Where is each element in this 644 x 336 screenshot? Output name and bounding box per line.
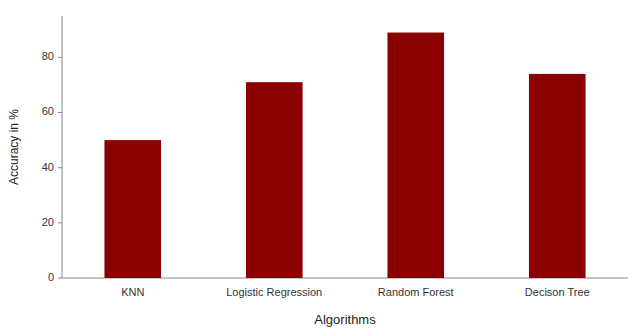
x-tick-label: Logistic Regression [226, 286, 322, 298]
bar [529, 74, 586, 278]
chart-container: 0 20 40 60 80 KNN Logistic Regression Random Fo… [0, 0, 644, 336]
bars [104, 33, 585, 278]
y-tick [58, 278, 62, 279]
y-axis-title: Accuracy in % [7, 109, 21, 185]
y-tick [58, 167, 62, 168]
y-tick [58, 112, 62, 113]
bar [387, 33, 444, 278]
x-tick-label: Decison Tree [525, 286, 590, 298]
y-tick-label: 20 [42, 216, 54, 228]
bar [104, 140, 161, 278]
axes: 0 20 40 60 80 KNN Logistic Regression Random Fo… [42, 16, 628, 298]
page: {"chart_data": {"type": "bar", "categori… [0, 0, 644, 336]
y-tick [58, 57, 62, 58]
y-tick [58, 222, 62, 223]
y-tick-label: 0 [48, 271, 54, 283]
y-tick-label: 80 [42, 50, 54, 62]
x-tick-label: Random Forest [378, 286, 454, 298]
chart: 0 20 40 60 80 KNN Logistic Regression Random Fo… [0, 0, 644, 336]
y-axis-line [62, 16, 63, 278]
x-axis-title: Algorithms [314, 312, 376, 327]
y-tick-label: 60 [42, 105, 54, 117]
y-tick-label: 40 [42, 161, 54, 173]
bar [246, 82, 303, 278]
x-tick-label: KNN [121, 286, 144, 298]
